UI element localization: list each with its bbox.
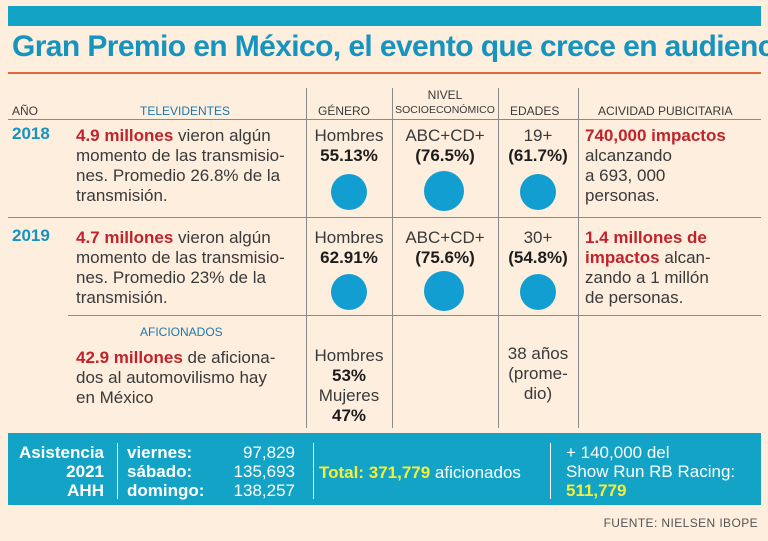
attendance-total: Total: 371,779 aficionados xyxy=(319,463,521,482)
col-divider-4 xyxy=(578,88,579,428)
footer-divider-1 xyxy=(117,443,118,499)
header-nivel-line1: NIVEL xyxy=(427,88,463,102)
header-year: AÑO xyxy=(12,104,39,118)
header-divider xyxy=(8,119,761,120)
viewers-2018: 4.9 millones vieron algún momento de las… xyxy=(76,126,285,205)
header-gender: GÉNERO xyxy=(318,104,371,118)
gender-dot-2018 xyxy=(331,174,367,210)
col-divider-1 xyxy=(306,88,307,428)
title-underline xyxy=(8,72,761,74)
age-dot-2019 xyxy=(520,274,556,310)
footer-divider-2 xyxy=(313,443,314,499)
source-note: FUENTE: NIELSEN IBOPE xyxy=(603,516,758,530)
row-divider-2018 xyxy=(8,217,761,218)
nivel-2018: ABC+CD+ (76.5%) xyxy=(405,126,485,165)
year-2019: 2019 xyxy=(12,226,50,245)
show-run-total: + 140,000 del Show Run RB Racing: 511,77… xyxy=(566,443,736,500)
age-fans: 38 años (prome- dio) xyxy=(507,344,569,403)
fans-info: 42.9 millones de aficiona- dos al automo… xyxy=(76,348,276,407)
header-viewers: TELEVIDENTES xyxy=(140,104,231,118)
header-ads: ACIVIDAD PUBICITARIA xyxy=(598,104,733,118)
header-nivel-line2: SOCIOECONÓMICO xyxy=(395,104,495,116)
attendance-footer xyxy=(8,433,761,505)
gender-2019: Hombres 62.91% xyxy=(314,228,384,267)
ads-2018: 740,000 impactos alcanzando a 693, 000 p… xyxy=(585,126,726,205)
attendance-days: viernes: 97,829 sábado: 135,693 domingo: 13… xyxy=(127,443,295,500)
nivel-dot-2019 xyxy=(424,271,464,311)
gender-2018: Hombres 55.13% xyxy=(314,126,384,165)
nivel-dot-2018 xyxy=(424,171,464,211)
attendance-label: Asistencia 2021 AHH xyxy=(18,443,104,500)
age-2018: 19+ (61.7%) xyxy=(508,126,568,165)
header-ages: EDADES xyxy=(510,104,560,118)
row-divider-2019 xyxy=(68,315,761,316)
header-fans: AFICIONADOS xyxy=(140,325,223,339)
nivel-2019: ABC+CD+ (75.6%) xyxy=(405,228,485,267)
gender-fans: Hombres 53% Mujeres 47% xyxy=(314,346,384,425)
viewers-2019: 4.7 millones vieron algún momento de las… xyxy=(76,228,285,307)
footer-divider-3 xyxy=(550,443,551,499)
page-title: Gran Premio en México, el evento que cre… xyxy=(12,30,768,63)
age-dot-2018 xyxy=(520,174,556,210)
year-2018: 2018 xyxy=(12,124,50,143)
ads-2019: 1.4 millones de impactos alcan- zando a … xyxy=(585,228,711,307)
col-divider-2 xyxy=(392,88,393,428)
top-color-bar xyxy=(8,6,761,26)
col-divider-3 xyxy=(498,88,499,428)
gender-dot-2019 xyxy=(331,274,367,310)
age-2019: 30+ (54.8%) xyxy=(508,228,568,267)
